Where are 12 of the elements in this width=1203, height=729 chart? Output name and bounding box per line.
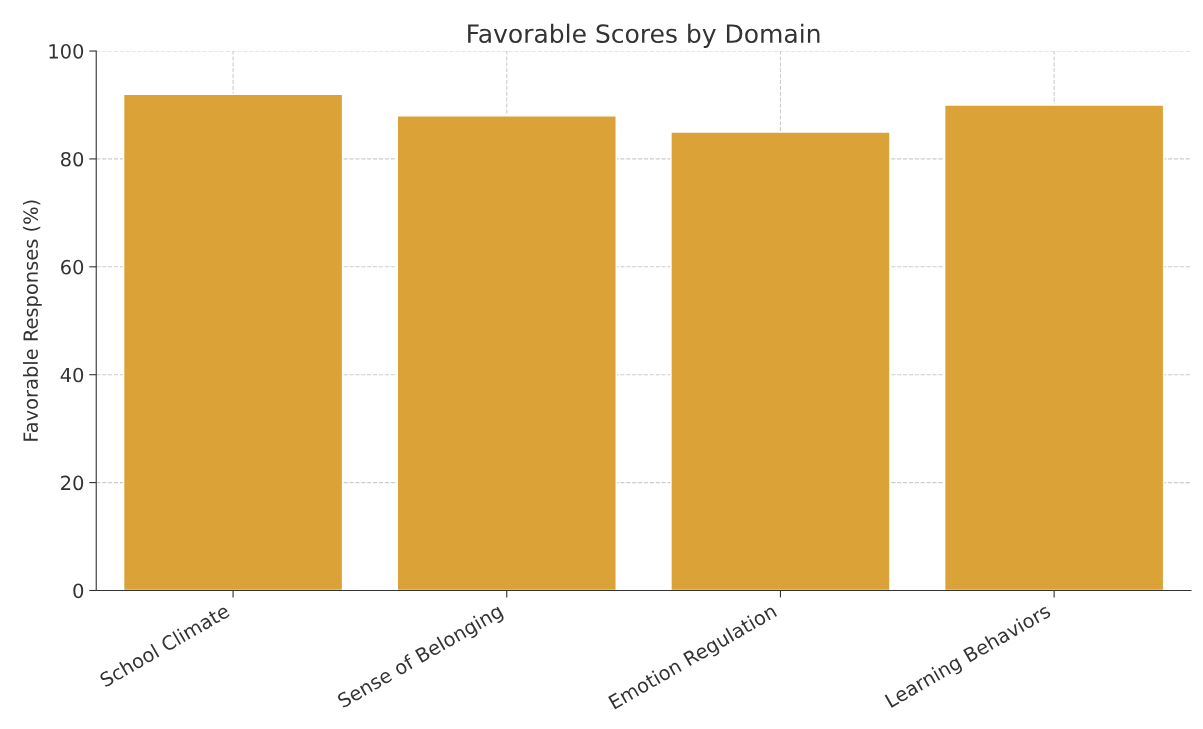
y-tick-label: 100 (49, 43, 84, 59)
y-tick-label: 20 (61, 475, 84, 491)
bar (670, 131, 891, 591)
bar (396, 115, 617, 591)
y-tick-label: 40 (60, 367, 84, 383)
y-axis-title: Favorable Responses (%) (22, 200, 42, 441)
chart-title: Favorable Scores by Domain (468, 23, 820, 48)
bar (122, 93, 344, 591)
y-tick-label: 60 (61, 259, 84, 275)
y-tick-label: 0 (73, 583, 84, 599)
y-tick-label: 80 (61, 151, 84, 167)
bar (943, 104, 1165, 591)
